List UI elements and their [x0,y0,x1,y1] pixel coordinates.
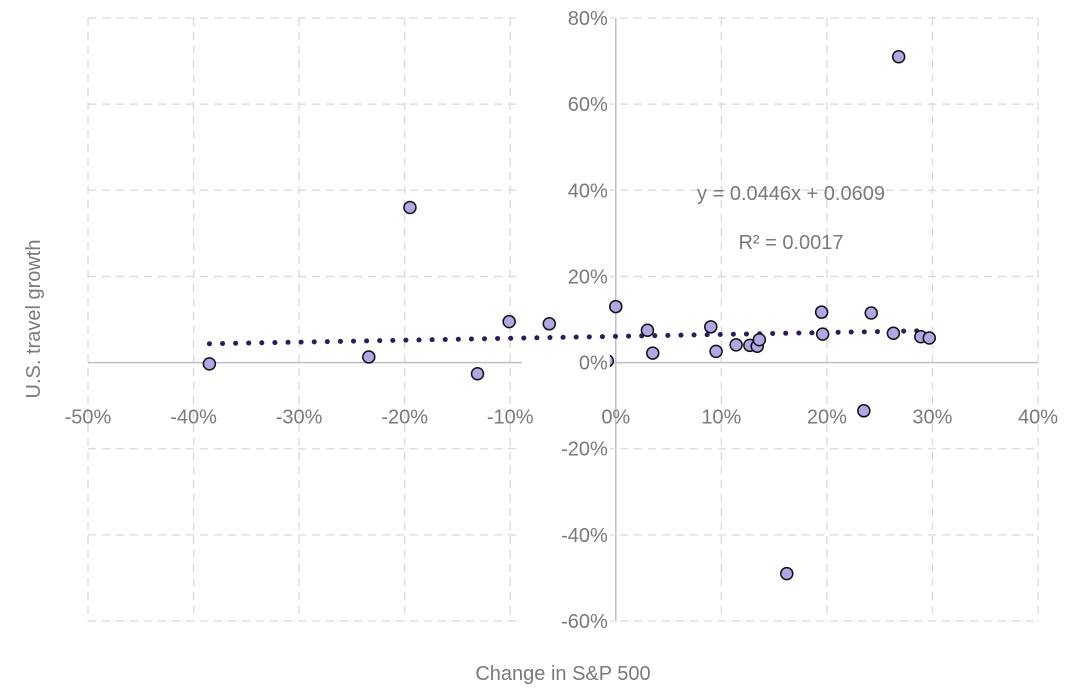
y-tick-label-bg [521,435,610,462]
tick-labels: -50% -40% -30% -20% -10% 0% 10% 20% 30% 40% -60% -4… [65,5,1058,634]
data-point [640,323,655,338]
data-point [814,305,829,319]
y-tick-label-bg [521,608,610,634]
y-tick-label: 80% [568,8,608,30]
y-tick-label: -40% [561,525,608,547]
y-tick-label-bg [521,91,610,118]
x-tick-label: 40% [1018,407,1058,429]
x-tick-label: -20% [381,407,428,429]
data-point [470,367,485,381]
y-tick-label-bg [521,349,610,376]
data-point [886,326,901,341]
data-point [780,566,794,581]
x-tick-label: -40% [170,407,217,429]
y-tick-label: 60% [568,94,608,116]
data-point [709,344,723,359]
y-tick-label-bg [521,5,610,31]
data-point [502,314,516,329]
y-axis-title: U.S. travel growth [23,240,45,399]
data-point [542,317,557,331]
data-point [891,50,906,64]
data-points [202,50,937,581]
x-tick-label: 0% [601,407,630,429]
y-tick-label: 20% [568,266,608,288]
y-tick-label-bg [521,521,610,548]
x-tick-label: -50% [65,407,112,429]
data-point [645,346,660,360]
data-point [815,327,830,341]
data-point [752,332,767,347]
data-point [362,350,376,364]
data-point [704,320,718,334]
y-tick-label: -60% [561,611,608,633]
x-tick-label: 20% [807,407,847,429]
y-tick-label: 0% [579,353,608,375]
x-tick-label: 30% [912,407,952,429]
data-point [864,306,878,320]
y-tick-label: -20% [561,439,608,461]
r-squared-label: R² = 0.0017 [738,232,843,254]
trendline-equation: y = 0.0446x + 0.0609 [697,183,885,205]
data-point [857,404,871,418]
x-axis-title: Change in S&P 500 [475,663,650,685]
data-point [729,338,743,352]
y-tick-label-bg [521,263,610,290]
x-tick-label: 10% [701,407,741,429]
gridlines [87,17,1039,622]
y-tick-label-bg [521,177,610,204]
x-tick-label: -30% [276,407,323,429]
y-tick-label: 40% [568,180,608,202]
data-point [202,357,217,371]
x-tick-label: -10% [487,407,534,429]
trendline [206,328,932,347]
trendline-group [206,328,932,347]
data-point [609,299,623,314]
data-point [922,331,937,345]
data-point [403,200,417,215]
